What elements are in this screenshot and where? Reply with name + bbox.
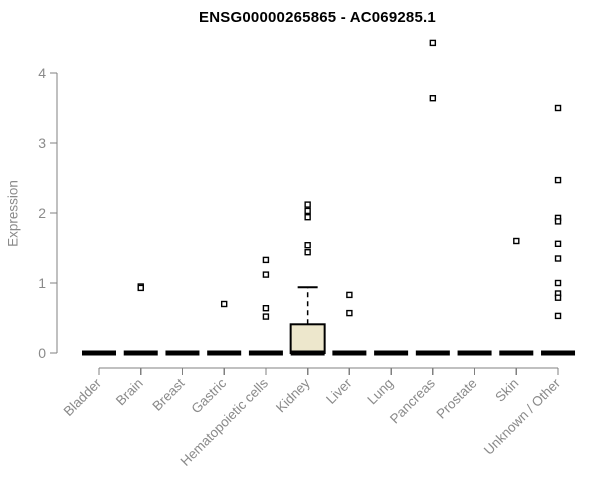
outlier-point	[513, 237, 520, 245]
x-tick-label: Breast	[149, 375, 187, 413]
outlier-point	[346, 309, 353, 317]
outlier-point	[554, 294, 562, 301]
outlier-point	[262, 313, 270, 320]
median-bar	[123, 350, 158, 356]
y-tick-label: 1	[38, 275, 46, 291]
y-tick-label: 0	[38, 345, 46, 361]
outlier-point	[429, 39, 437, 47]
x-tick-label: Brain	[113, 376, 146, 409]
outlier-point	[554, 176, 562, 184]
x-tick-label: Liver	[323, 375, 355, 407]
median-bar	[207, 350, 242, 356]
outlier-point	[262, 305, 270, 312]
median-bar	[165, 350, 200, 356]
median-bar	[499, 350, 534, 356]
outlier-point	[262, 256, 270, 264]
outlier-point	[304, 248, 311, 256]
x-tick-label: Bladder	[61, 375, 105, 419]
outlier-point	[304, 201, 311, 208]
outlier-point	[262, 271, 270, 278]
outlier-point	[304, 213, 311, 221]
chart-title: ENSG00000265865 - AC069285.1	[199, 9, 436, 26]
outlier-point	[137, 284, 144, 292]
x-tick-label: Pancreas	[387, 375, 438, 426]
median-bar	[248, 350, 283, 356]
x-tick-label: Unknown / Other	[481, 375, 564, 458]
median-bar	[374, 350, 409, 356]
outlier-point	[554, 279, 562, 287]
median-bar	[332, 350, 367, 356]
outlier-point	[304, 207, 311, 215]
outlier-point	[554, 312, 562, 320]
outlier-point	[304, 241, 311, 249]
x-tick-label: Skin	[492, 376, 521, 405]
median-bar	[290, 350, 325, 356]
outlier-point	[220, 300, 228, 308]
outlier-point	[554, 255, 562, 262]
box	[289, 323, 326, 354]
y-tick-label: 3	[38, 135, 46, 151]
outlier-point	[554, 104, 562, 112]
outlier-point	[554, 240, 562, 248]
y-tick-label: 2	[38, 205, 46, 221]
x-tick-label: Prostate	[434, 376, 480, 422]
outlier-point	[429, 94, 437, 102]
median-bar	[541, 350, 576, 356]
x-tick-label: Kidney	[273, 375, 313, 415]
x-tick-label: Lung	[364, 376, 396, 408]
median-bar	[415, 350, 450, 356]
outlier-point	[554, 218, 562, 225]
y-tick-label: 4	[38, 65, 46, 81]
outlier-point	[346, 291, 353, 299]
median-bar	[82, 350, 116, 356]
x-tick-label: Gastric	[188, 375, 229, 416]
median-bar	[457, 350, 492, 356]
